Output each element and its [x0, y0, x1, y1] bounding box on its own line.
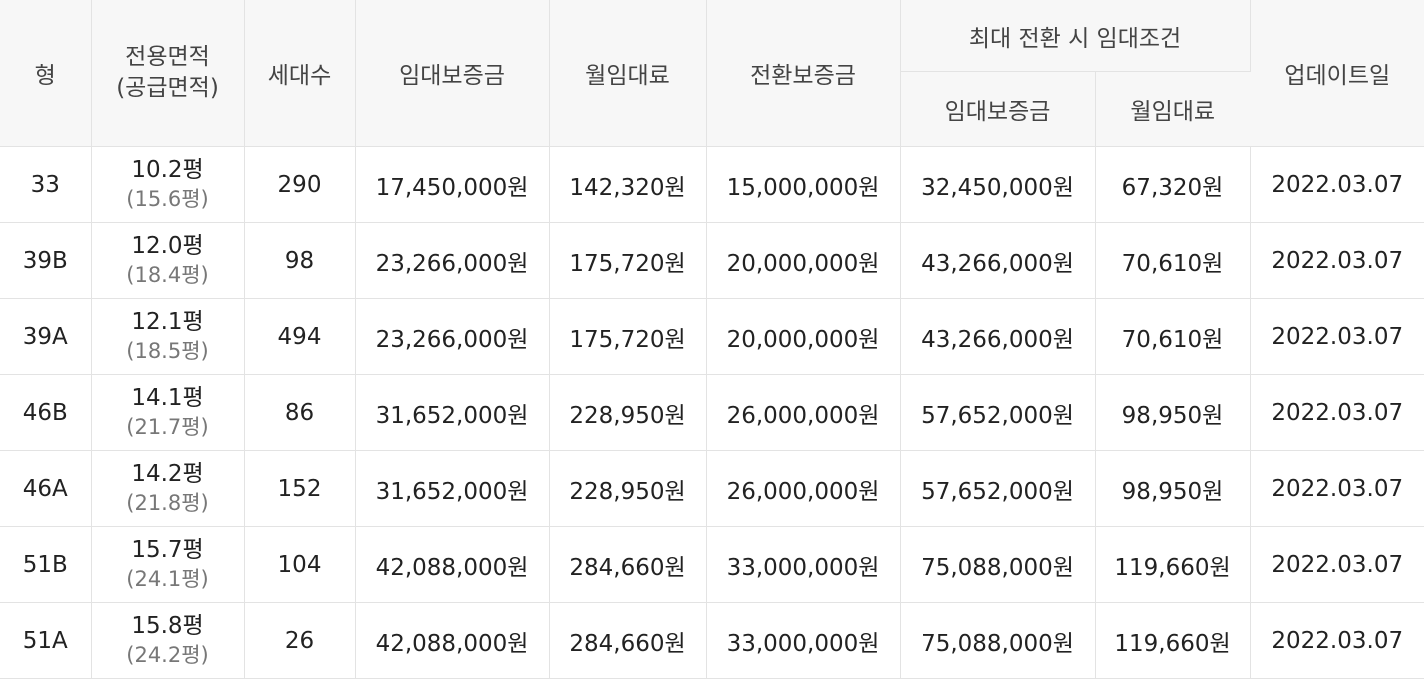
cell-max-monthly-rent: 119,660원 [1095, 526, 1251, 603]
cell-households: 104 [244, 526, 356, 603]
cell-updated: 2022.03.07 [1250, 602, 1424, 679]
cell-max-deposit: 43,266,000원 [900, 222, 1096, 299]
header-max-monthly-rent: 월임대료 [1095, 71, 1250, 147]
cell-type: 51B [0, 526, 92, 603]
cell-updated: 2022.03.07 [1250, 146, 1424, 223]
cell-area: 14.2평 (21.8평) [91, 450, 245, 527]
cell-households: 290 [244, 146, 356, 223]
table-row: 46A 14.2평 (21.8평) 152 31,652,000원 228,95… [0, 450, 1424, 527]
cell-max-deposit: 32,450,000원 [900, 146, 1096, 223]
cell-conversion-deposit: 26,000,000원 [706, 450, 901, 527]
cell-households: 86 [244, 374, 356, 451]
cell-max-monthly-rent: 70,610원 [1095, 222, 1251, 299]
cell-conversion-deposit: 33,000,000원 [706, 526, 901, 603]
table-row: 39A 12.1평 (18.5평) 494 23,266,000원 175,72… [0, 298, 1424, 375]
cell-exclusive-area: 15.7평 [131, 536, 204, 563]
cell-max-deposit: 75,088,000원 [900, 602, 1096, 679]
header-monthly-rent: 월임대료 [549, 0, 707, 147]
header-conversion-deposit: 전환보증금 [706, 0, 901, 147]
cell-type: 39B [0, 222, 92, 299]
cell-supply-area: (18.4평) [126, 262, 209, 287]
cell-type: 51A [0, 602, 92, 679]
cell-updated: 2022.03.07 [1250, 222, 1424, 299]
cell-monthly-rent: 284,660원 [549, 526, 707, 603]
cell-deposit: 23,266,000원 [355, 298, 550, 375]
cell-exclusive-area: 15.8평 [131, 612, 204, 639]
cell-updated: 2022.03.07 [1250, 374, 1424, 451]
cell-monthly-rent: 228,950원 [549, 450, 707, 527]
cell-deposit: 23,266,000원 [355, 222, 550, 299]
header-area-line1: 전용면적 [125, 44, 210, 70]
header-max-deposit: 임대보증금 [900, 71, 1096, 147]
cell-conversion-deposit: 20,000,000원 [706, 222, 901, 299]
cell-type: 46A [0, 450, 92, 527]
cell-exclusive-area: 12.0평 [131, 232, 204, 259]
cell-monthly-rent: 175,720원 [549, 298, 707, 375]
cell-updated: 2022.03.07 [1250, 298, 1424, 375]
table-row: 39B 12.0평 (18.4평) 98 23,266,000원 175,720… [0, 222, 1424, 299]
header-type: 형 [0, 0, 92, 147]
cell-supply-area: (15.6평) [126, 186, 209, 211]
cell-monthly-rent: 175,720원 [549, 222, 707, 299]
cell-deposit: 17,450,000원 [355, 146, 550, 223]
cell-conversion-deposit: 26,000,000원 [706, 374, 901, 451]
header-deposit: 임대보증금 [355, 0, 550, 147]
cell-max-monthly-rent: 70,610원 [1095, 298, 1251, 375]
header-households: 세대수 [244, 0, 356, 147]
cell-households: 26 [244, 602, 356, 679]
cell-max-monthly-rent: 98,950원 [1095, 450, 1251, 527]
header-area-line2: (공급면적) [116, 75, 219, 101]
cell-supply-area: (21.7평) [126, 414, 209, 439]
cell-area: 10.2평 (15.6평) [91, 146, 245, 223]
cell-area: 15.7평 (24.1평) [91, 526, 245, 603]
cell-supply-area: (21.8평) [126, 490, 209, 515]
cell-deposit: 31,652,000원 [355, 374, 550, 451]
cell-deposit: 42,088,000원 [355, 602, 550, 679]
cell-max-monthly-rent: 98,950원 [1095, 374, 1251, 451]
cell-supply-area: (24.2평) [126, 642, 209, 667]
cell-area: 15.8평 (24.2평) [91, 602, 245, 679]
cell-conversion-deposit: 15,000,000원 [706, 146, 901, 223]
cell-type: 39A [0, 298, 92, 375]
cell-exclusive-area: 12.1평 [131, 308, 204, 335]
cell-area: 12.0평 (18.4평) [91, 222, 245, 299]
cell-exclusive-area: 14.1평 [131, 384, 204, 411]
table-row: 51B 15.7평 (24.1평) 104 42,088,000원 284,66… [0, 526, 1424, 603]
table-header: 형 전용면적 (공급면적) 세대수 임대보증금 월임대료 전환보증금 최대 전환… [0, 0, 1424, 147]
header-updated: 업데이트일 [1250, 0, 1424, 147]
table-row: 46B 14.1평 (21.7평) 86 31,652,000원 228,950… [0, 374, 1424, 451]
cell-conversion-deposit: 33,000,000원 [706, 602, 901, 679]
cell-max-monthly-rent: 119,660원 [1095, 602, 1251, 679]
cell-supply-area: (24.1평) [126, 566, 209, 591]
cell-type: 33 [0, 146, 92, 223]
cell-area: 12.1평 (18.5평) [91, 298, 245, 375]
cell-area: 14.1평 (21.7평) [91, 374, 245, 451]
cell-monthly-rent: 142,320원 [549, 146, 707, 223]
cell-households: 494 [244, 298, 356, 375]
cell-type: 46B [0, 374, 92, 451]
cell-max-deposit: 43,266,000원 [900, 298, 1096, 375]
cell-exclusive-area: 14.2평 [131, 460, 204, 487]
cell-max-deposit: 57,652,000원 [900, 374, 1096, 451]
cell-households: 152 [244, 450, 356, 527]
table-row: 33 10.2평 (15.6평) 290 17,450,000원 142,320… [0, 146, 1424, 223]
table-row: 51A 15.8평 (24.2평) 26 42,088,000원 284,660… [0, 602, 1424, 679]
cell-monthly-rent: 284,660원 [549, 602, 707, 679]
cell-monthly-rent: 228,950원 [549, 374, 707, 451]
cell-max-monthly-rent: 67,320원 [1095, 146, 1251, 223]
cell-updated: 2022.03.07 [1250, 450, 1424, 527]
cell-updated: 2022.03.07 [1250, 526, 1424, 603]
cell-max-deposit: 57,652,000원 [900, 450, 1096, 527]
cell-exclusive-area: 10.2평 [131, 156, 204, 183]
header-max-conversion-group: 최대 전환 시 임대조건 [900, 0, 1251, 72]
cell-deposit: 31,652,000원 [355, 450, 550, 527]
cell-households: 98 [244, 222, 356, 299]
cell-deposit: 42,088,000원 [355, 526, 550, 603]
cell-supply-area: (18.5평) [126, 338, 209, 363]
cell-conversion-deposit: 20,000,000원 [706, 298, 901, 375]
cell-max-deposit: 75,088,000원 [900, 526, 1096, 603]
table-body: 33 10.2평 (15.6평) 290 17,450,000원 142,320… [0, 146, 1424, 679]
header-area: 전용면적 (공급면적) [91, 0, 245, 147]
